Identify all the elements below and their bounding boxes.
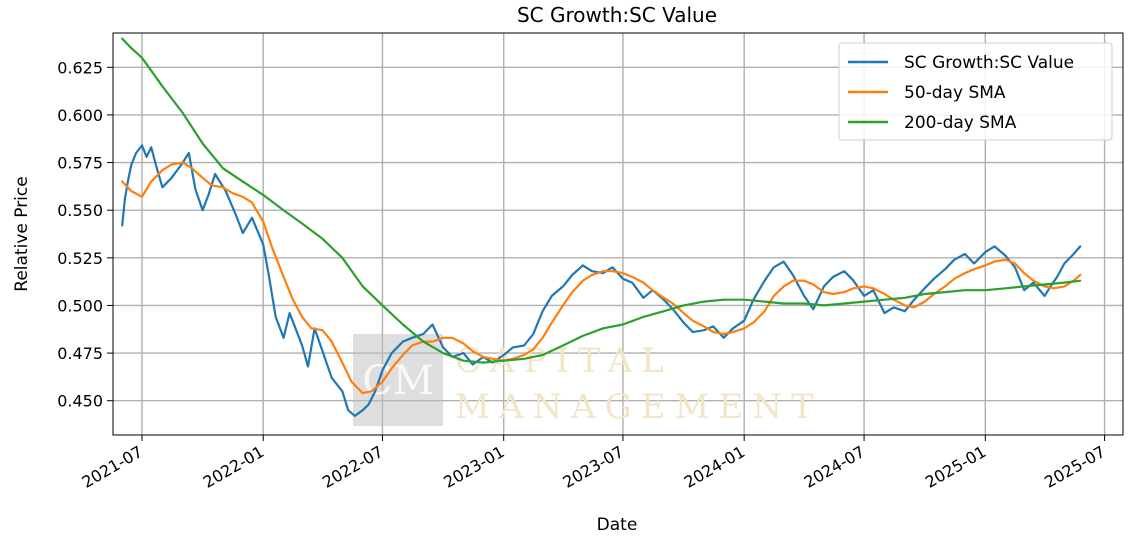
series-line xyxy=(121,144,1082,417)
y-tick-label: 0.525 xyxy=(57,249,103,268)
y-tick-label: 0.500 xyxy=(57,296,103,315)
watermark-logo-box xyxy=(353,334,443,426)
y-tick-label: 0.450 xyxy=(57,392,103,411)
watermark-line2: MANAGEMENT xyxy=(455,387,823,427)
series-line xyxy=(121,37,1082,364)
y-tick-label: 0.575 xyxy=(57,154,103,173)
series-layer xyxy=(121,37,1082,417)
watermark-line1: CAPITAL xyxy=(455,341,673,381)
x-axis-title: Date xyxy=(597,515,638,535)
y-axis-title: Relative Price xyxy=(12,176,32,291)
legend-label: 50-day SMA xyxy=(904,83,1006,103)
series-line xyxy=(121,161,1082,395)
y-tick-label: 0.475 xyxy=(57,344,103,363)
y-tick-label: 0.600 xyxy=(57,106,103,125)
watermark-monogram: CM xyxy=(362,358,434,404)
plot-frame xyxy=(112,32,1124,436)
y-tick-label: 0.550 xyxy=(57,201,103,220)
legend-label: 200-day SMA xyxy=(904,113,1017,133)
legend-label: SC Growth:SC Value xyxy=(904,53,1074,73)
legend: SC Growth:SC Value 50-day SMA 200-day SMA xyxy=(838,42,1113,141)
y-tick-label: 0.625 xyxy=(57,58,103,77)
legend-box xyxy=(838,42,1113,141)
watermark: CM CAPITAL MANAGEMENT xyxy=(353,334,823,427)
chart-title: SC Growth:SC Value xyxy=(517,3,717,27)
